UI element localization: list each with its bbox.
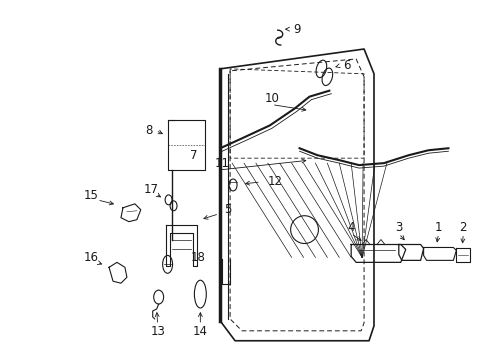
- Text: 7: 7: [189, 149, 197, 162]
- Text: 14: 14: [192, 325, 207, 338]
- Text: 10: 10: [264, 92, 279, 105]
- Text: 17: 17: [143, 184, 158, 197]
- Text: 11: 11: [214, 157, 229, 170]
- Text: 6: 6: [343, 59, 350, 72]
- Text: 3: 3: [394, 221, 402, 234]
- Text: 13: 13: [150, 325, 165, 338]
- Text: 8: 8: [145, 124, 152, 137]
- Text: 5: 5: [224, 203, 231, 216]
- Text: 9: 9: [292, 23, 300, 36]
- Text: 1: 1: [434, 221, 441, 234]
- Text: 18: 18: [190, 251, 205, 264]
- Text: 4: 4: [346, 221, 354, 234]
- Text: 2: 2: [459, 221, 466, 234]
- Text: 15: 15: [83, 189, 99, 202]
- Text: 12: 12: [267, 175, 282, 189]
- Text: 16: 16: [83, 251, 99, 264]
